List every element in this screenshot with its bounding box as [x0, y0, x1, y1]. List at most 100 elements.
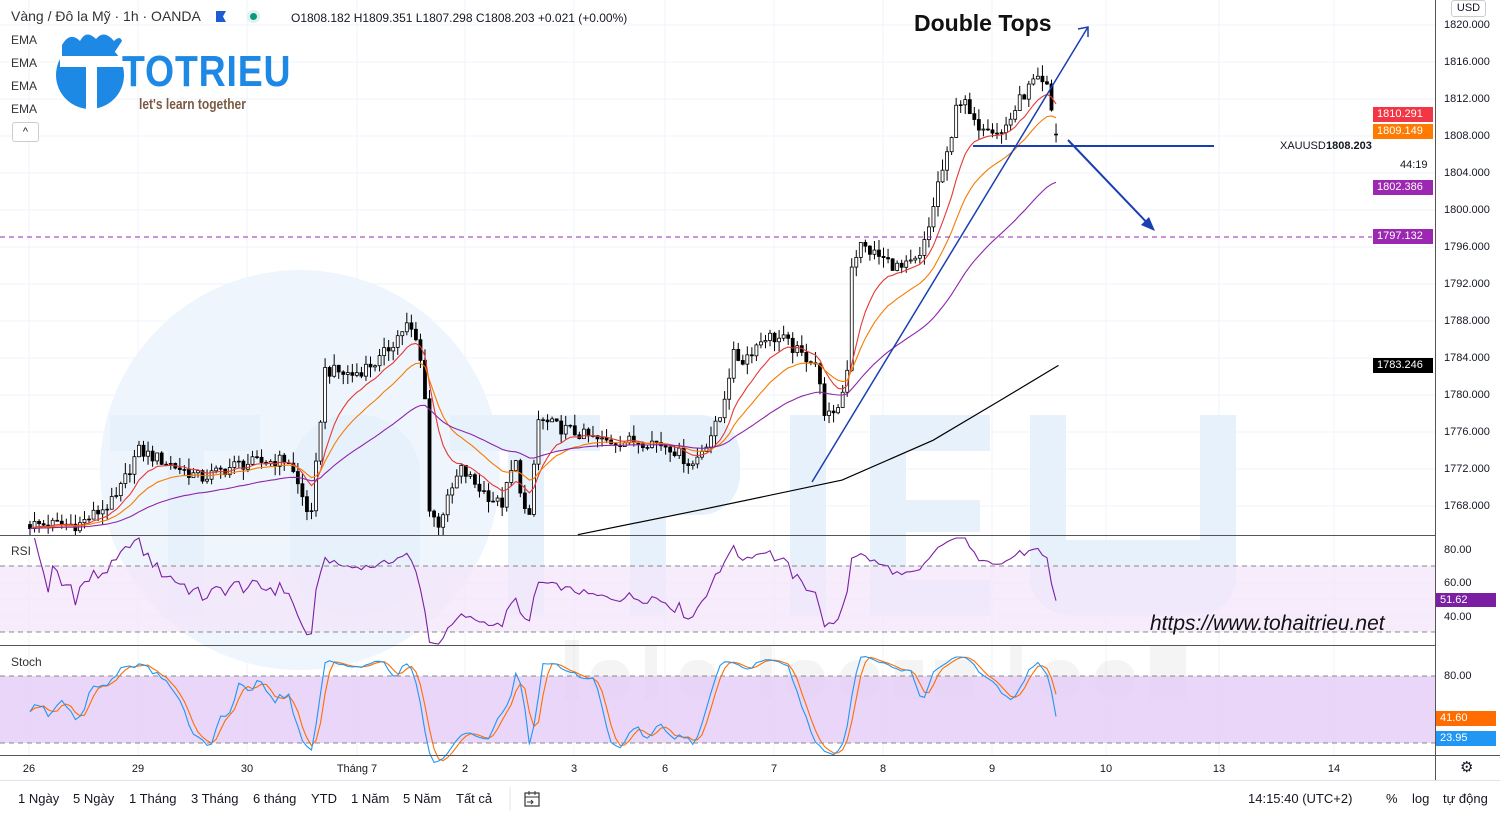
range-button[interactable]: 1 Ngày	[18, 791, 60, 806]
candle	[713, 415, 718, 447]
candle	[931, 197, 936, 232]
range-button[interactable]: 3 Tháng	[191, 791, 239, 806]
range-button[interactable]: Tất cả	[456, 791, 493, 806]
candle	[68, 514, 73, 526]
candle	[236, 455, 241, 469]
candles	[28, 65, 1058, 535]
candle	[804, 343, 809, 372]
candle	[386, 340, 391, 361]
candle	[277, 450, 282, 476]
candle	[831, 404, 836, 423]
range-button[interactable]: 1 Tháng	[129, 791, 177, 806]
auto-scale-toggle[interactable]: tự động	[1443, 791, 1488, 806]
candle	[463, 464, 468, 484]
candle	[899, 259, 904, 274]
ema-mid-line	[29, 115, 1057, 530]
candle	[572, 414, 577, 436]
candle	[350, 363, 355, 383]
rsi-tick: 40.00	[1444, 611, 1472, 623]
flag-icon[interactable]	[215, 11, 226, 22]
candle	[395, 330, 400, 355]
candle	[441, 512, 446, 535]
candle	[168, 456, 173, 470]
date-range-icon[interactable]	[523, 790, 541, 813]
candle	[958, 100, 963, 114]
ema-mid-badge: 1809.149	[1373, 124, 1433, 139]
candle	[495, 495, 500, 507]
time-tick: 9	[988, 763, 996, 775]
indicator-ema-1[interactable]: EMA	[11, 33, 38, 47]
candle	[1031, 74, 1036, 86]
candle	[1035, 67, 1040, 80]
ema-fast-badge: 1810.291	[1373, 107, 1433, 122]
price-tick: 1808.000	[1444, 130, 1490, 142]
candle	[541, 417, 545, 430]
rsi-band	[0, 566, 1435, 632]
candle	[781, 325, 786, 342]
clock[interactable]: 14:15:40 (UTC+2)	[1248, 791, 1353, 806]
price-tick: 1768.000	[1444, 500, 1490, 512]
candle	[436, 513, 441, 535]
candle	[164, 461, 169, 466]
candle	[895, 260, 900, 272]
stoch-d-line	[29, 656, 1057, 762]
candle	[205, 469, 209, 484]
candle	[795, 341, 800, 357]
candle	[105, 504, 110, 520]
time-tick: 14	[1327, 763, 1341, 775]
candle	[645, 445, 650, 451]
symbol-label: XAUUSD	[1280, 140, 1326, 152]
candle	[727, 368, 732, 410]
indicator-ema-2[interactable]: EMA	[11, 56, 38, 70]
range-button[interactable]: 6 tháng	[253, 791, 297, 806]
log-toggle[interactable]: log	[1412, 791, 1430, 806]
candle	[690, 460, 695, 470]
stoch-k-line	[29, 656, 1057, 764]
indicator-ema-3[interactable]: EMA	[11, 79, 38, 93]
range-button[interactable]: 1 Năm	[351, 791, 390, 806]
candle	[1008, 112, 1013, 131]
percent-toggle[interactable]: %	[1386, 791, 1398, 806]
time-tick: 8	[879, 763, 887, 775]
candle	[382, 337, 387, 366]
candle	[491, 491, 495, 503]
range-button[interactable]: 5 Năm	[403, 791, 442, 806]
candle	[740, 354, 745, 366]
symbol-title[interactable]: Vàng / Đô la Mỹ · 1h · OANDA	[11, 8, 257, 25]
price-tick: 1776.000	[1444, 426, 1490, 438]
settings-gear-icon[interactable]: ⚙	[1460, 759, 1474, 776]
candle	[459, 463, 464, 484]
range-button[interactable]: 5 Ngày	[73, 791, 115, 806]
ema-slow-line	[29, 181, 1057, 530]
candle	[972, 106, 977, 126]
stoch-label: Stoch	[11, 655, 42, 669]
candle	[1045, 75, 1049, 86]
ohlc-values: O1808.182 H1809.351 L1807.298 C1808.203 …	[291, 11, 628, 25]
candle	[364, 355, 368, 381]
candle	[259, 449, 264, 469]
currency-button[interactable]: USD	[1451, 0, 1486, 17]
candle	[327, 365, 332, 384]
stoch-lines	[29, 656, 1057, 764]
candle	[1040, 65, 1045, 92]
candle	[881, 247, 886, 268]
candle	[613, 441, 618, 453]
logo-icon	[56, 34, 124, 110]
candle	[786, 331, 791, 345]
candle	[745, 346, 750, 375]
candle	[96, 505, 100, 522]
indicator-ema-4[interactable]: EMA	[11, 102, 38, 116]
trendline	[811, 26, 1089, 483]
rsi-tick: 60.00	[1444, 577, 1472, 589]
price-tick: 1800.000	[1444, 204, 1490, 216]
range-button[interactable]: YTD	[311, 791, 337, 806]
candle	[391, 341, 396, 361]
stoch-k-badge: 23.95	[1436, 731, 1496, 746]
candle	[858, 241, 863, 264]
candle	[668, 445, 673, 462]
candle	[799, 335, 804, 357]
collapse-legend-button[interactable]: ^	[12, 122, 39, 142]
bar-countdown: 44:19	[1400, 159, 1428, 171]
candle	[55, 512, 60, 522]
